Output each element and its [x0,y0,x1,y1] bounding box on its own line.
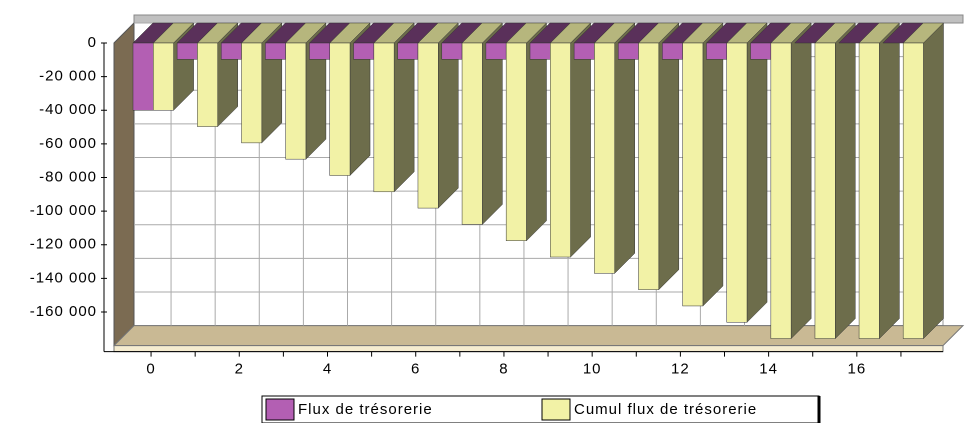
bar-side [923,22,944,340]
bar [770,42,792,339]
y-tick-label: -100 000 [30,202,97,219]
bar [662,42,683,60]
bar [902,42,924,339]
x-tick-label: 14 [759,361,778,378]
left-wall [113,21,135,347]
y-tick-label: -120 000 [30,236,97,253]
bar-side [834,22,856,340]
x-tick-label: 4 [323,361,332,378]
bar [220,42,242,60]
legend-label: Cumul flux de trésorerie [574,401,757,418]
x-tick-label: 2 [235,361,244,378]
bar [373,42,395,193]
bar [441,42,463,60]
y-tick-label: 0 [88,34,97,51]
bar [750,42,772,60]
y-tick-label: -140 000 [30,269,97,286]
legend-box [261,395,820,424]
bar [550,42,571,258]
x-tick-label: 12 [671,361,690,378]
y-tick-label: -20 000 [39,68,97,85]
bar [814,42,836,339]
x-tick-label: 6 [411,361,420,378]
bar [417,42,439,209]
bar-side [614,22,635,274]
legend-label: Flux de trésorerie [298,401,433,418]
bar [353,42,375,60]
x-tick-label: 10 [583,361,602,378]
bar [197,42,218,127]
bar-side [746,22,768,323]
bar [461,42,483,225]
bar [265,42,286,60]
bar-side [879,22,900,340]
bar [132,42,154,111]
x-tick-label: 0 [146,361,155,378]
bar [285,42,307,160]
x-tick-label: 8 [499,361,508,378]
y-tick-label: -60 000 [39,135,97,152]
bar [529,42,551,60]
legend-swatch [265,398,295,421]
bar [153,42,174,111]
bar [858,42,880,339]
bar [594,42,615,274]
bar-side [658,22,680,291]
bar [397,42,419,60]
bar [573,42,595,60]
bar-side [790,22,812,340]
bar [241,42,263,144]
bar [329,42,351,176]
bar [485,42,507,60]
bar [309,42,330,60]
bar [638,42,660,290]
bar [617,42,639,60]
top-rim [133,14,964,24]
legend-swatch [541,398,571,421]
x-tick-label: 16 [847,361,866,378]
bar [706,42,727,60]
bar-side [702,22,724,307]
bar [176,42,198,60]
floor-front [113,345,944,353]
bar [505,42,527,241]
bar [682,42,704,307]
y-tick-label: -160 000 [30,303,97,320]
y-tick-label: -40 000 [39,101,97,118]
y-tick-label: -80 000 [39,168,97,185]
bar [726,42,748,323]
